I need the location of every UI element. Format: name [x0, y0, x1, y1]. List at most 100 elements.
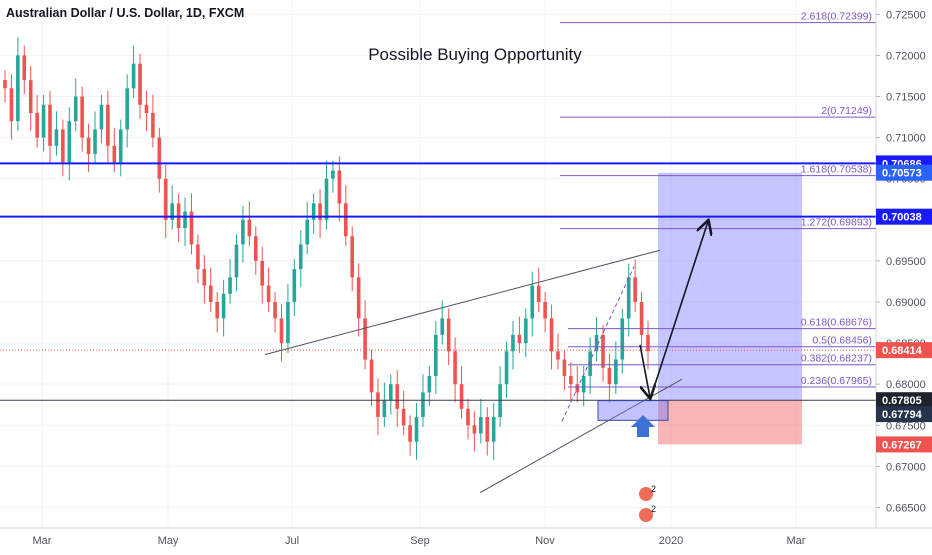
candle-body: [382, 400, 387, 418]
candle-body: [331, 170, 335, 179]
price-tag: [876, 406, 932, 423]
y-tick-label: 0.68000: [886, 379, 926, 391]
candle-body: [485, 417, 490, 442]
candle-body: [73, 96, 78, 122]
candle-body: [208, 285, 213, 302]
candle-body: [601, 334, 605, 368]
candle-body: [35, 112, 39, 138]
candles: [3, 37, 650, 460]
event-count-label: 2: [651, 484, 656, 494]
candle-body: [311, 203, 316, 220]
chart-headline: Possible Buying Opportunity: [368, 45, 582, 64]
candle-body: [99, 104, 104, 130]
candle-body: [562, 359, 567, 376]
candle-body: [221, 293, 226, 319]
target-arrow: [649, 221, 708, 401]
y-tick-label: 0.67500: [886, 420, 926, 432]
position-zones: [658, 172, 802, 445]
time-axis: Mar May Jul Sep Nov 2020 Mar: [0, 527, 932, 547]
candle-body: [549, 318, 554, 352]
candle-body: [472, 425, 477, 434]
price-tag-label: 0.68414: [882, 345, 923, 357]
candle-body: [241, 219, 245, 245]
candle-body: [22, 55, 27, 81]
candle-body: [614, 359, 618, 385]
price-tag-label: 0.67794: [882, 409, 923, 421]
y-tick-label: 0.71000: [886, 133, 926, 145]
candle-body: [93, 129, 97, 155]
y-tick-label: 0.69000: [886, 297, 926, 309]
x-tick-label: Mar: [33, 535, 52, 547]
candle-body: [9, 88, 14, 122]
candle-body: [395, 384, 400, 409]
y-tick-label: 0.71500: [886, 92, 926, 104]
candle-body: [183, 211, 187, 229]
candle-body: [318, 203, 322, 220]
candle-body: [356, 277, 361, 319]
fib-level-label: 0.5(0.68456): [812, 335, 872, 347]
price-tag: [876, 342, 932, 359]
fib-level-label: 2.618(0.72399): [801, 11, 872, 23]
x-tick-label: 2020: [659, 535, 683, 547]
candle-body: [569, 375, 573, 385]
candle-body: [163, 178, 168, 220]
drop-arrow: [639, 344, 650, 398]
candle-body: [414, 417, 419, 442]
fib-level-label: 1.618(0.70538): [801, 164, 872, 176]
candle-body: [646, 334, 650, 352]
y-tick-label: 0.69500: [886, 256, 926, 268]
candle-body: [350, 236, 355, 278]
candle-body: [157, 137, 162, 179]
candle-body: [48, 104, 52, 146]
candle-body: [389, 384, 393, 401]
candle-body: [131, 63, 136, 89]
candle-body: [479, 417, 483, 434]
candle-body: [215, 301, 219, 319]
candle-body: [337, 170, 342, 204]
candle-body: [298, 244, 303, 270]
price-tag: [876, 164, 932, 181]
dashed-channel-line: [561, 266, 635, 422]
candle-body: [594, 334, 599, 352]
candle-body: [260, 260, 264, 286]
candle-body: [234, 244, 239, 278]
candle-body: [106, 104, 110, 146]
fib-level-label: 0.236(0.67965): [801, 375, 872, 387]
candle-body: [28, 80, 33, 113]
candle-body: [511, 334, 515, 352]
candle-body: [440, 318, 445, 335]
price-axis: 0.725000.720000.715000.710000.705000.700…: [875, 0, 932, 550]
candle-body: [369, 359, 374, 393]
y-tick-label: 0.67000: [886, 461, 926, 473]
entry-box: [597, 400, 669, 421]
fib-level-label: 0.618(0.68676): [801, 317, 872, 329]
x-tick-label: Jul: [285, 535, 299, 547]
price-tag: [876, 392, 932, 409]
candle-body: [86, 137, 91, 155]
candle-body: [196, 244, 200, 270]
x-tick-label: Sep: [410, 535, 430, 547]
candle-body: [530, 285, 535, 319]
candle-body: [279, 318, 284, 344]
symbol-title: Australian Dollar / U.S. Dollar, 1D, FXC…: [6, 6, 244, 20]
y-tick-label: 0.72000: [886, 50, 926, 62]
candle-body: [556, 351, 560, 360]
candle-body: [16, 55, 20, 122]
price-tag-label: 0.67805: [882, 395, 922, 407]
candle-body: [434, 334, 438, 376]
candle-body: [446, 318, 451, 352]
candle-body: [202, 269, 207, 286]
candle-body: [3, 80, 7, 89]
candle-body: [253, 236, 258, 261]
price-tag-label: 0.67267: [882, 439, 922, 451]
drawings: 2.618(0.72399) 2(0.71249) 1.618(0.70538) 1.…: [0, 11, 876, 522]
event-flag-icon: [639, 508, 653, 522]
candle-body: [247, 219, 252, 237]
profit-zone: [658, 172, 802, 401]
candle-body: [292, 269, 297, 302]
fib-level-label: 0.382(0.68237): [801, 353, 872, 365]
candle-body: [305, 219, 310, 245]
fib-level-label: 2(0.71249): [821, 105, 872, 117]
